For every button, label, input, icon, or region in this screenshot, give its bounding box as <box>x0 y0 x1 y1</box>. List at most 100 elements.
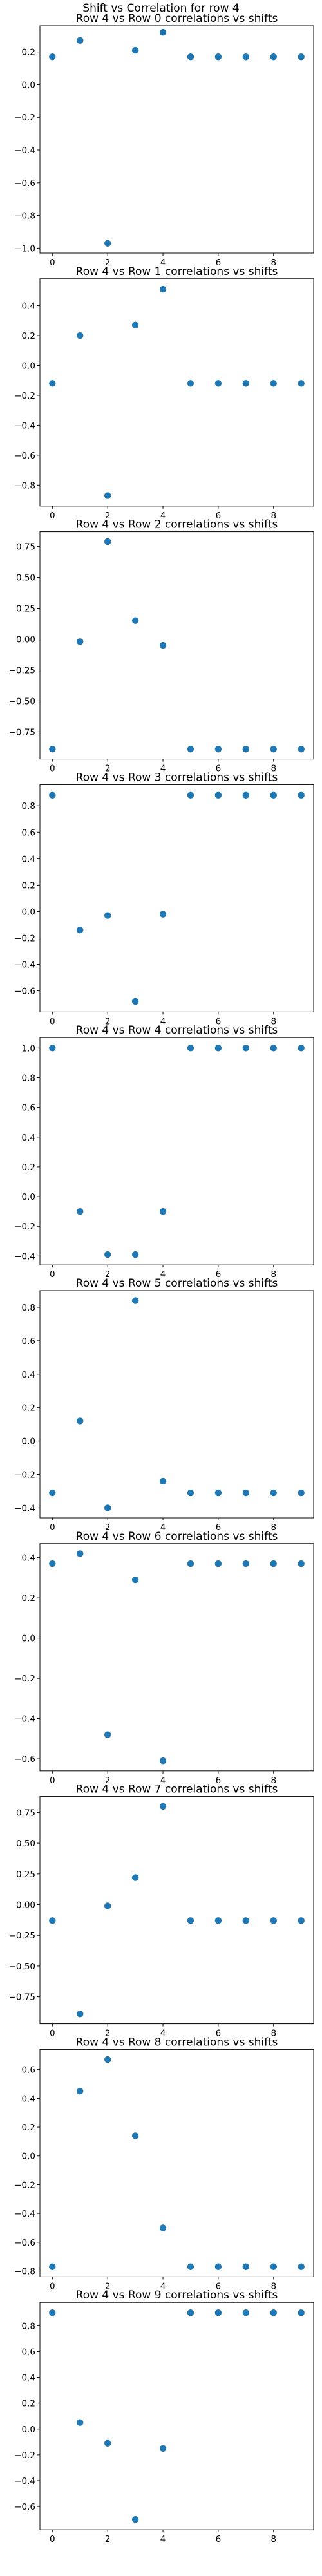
axes-frame <box>39 25 314 254</box>
data-point <box>131 321 139 328</box>
data-point <box>298 53 305 61</box>
x-tick-label: 0 <box>50 258 55 268</box>
y-tick-label: 0.6 <box>22 2065 35 2076</box>
axes-frame <box>39 784 314 1012</box>
subplot-1: Row 4 vs Row 1 correlations vs shifts 0 2 4… <box>14 265 314 521</box>
figure-title: Shift vs Correlation for row 4 <box>82 2 239 15</box>
data-point <box>131 1874 139 1881</box>
data-point <box>270 746 277 753</box>
x-tick-label: 4 <box>160 764 166 774</box>
data-point <box>104 1902 111 1909</box>
axes-frame <box>39 1037 314 1265</box>
data-point <box>214 1489 222 1497</box>
axes-frame <box>39 531 314 760</box>
x-tick-label: 4 <box>160 1776 166 1786</box>
y-tick-label: 0.0 <box>22 361 35 371</box>
data-point <box>77 2419 84 2426</box>
y-tick-label: 0.4 <box>22 1133 35 1143</box>
data-point <box>270 1560 277 1567</box>
x-tick-label: 2 <box>105 2534 111 2544</box>
data-point <box>159 1477 167 1485</box>
y-tick-label: −0.8 <box>14 211 35 222</box>
data-point <box>104 2439 111 2447</box>
y-tick-label: 0.25 <box>16 604 35 614</box>
x-tick-label: 0 <box>50 1776 55 1786</box>
y-tick-label: −0.50 <box>9 1962 35 1972</box>
data-point <box>214 746 222 753</box>
y-tick-label: 0.0 <box>22 2425 35 2435</box>
data-point <box>131 1576 139 1584</box>
data-point <box>77 638 84 645</box>
subplot-6: Row 4 vs Row 6 correlations vs shifts 0 2 4… <box>14 1530 314 1786</box>
data-point <box>270 1917 277 1924</box>
data-point <box>159 2445 167 2452</box>
data-point <box>270 1045 277 1052</box>
data-point <box>49 1917 56 1924</box>
x-tick-label: 8 <box>270 764 276 774</box>
data-point <box>298 746 305 753</box>
x-tick-label: 8 <box>270 1016 276 1027</box>
y-tick-label: 0.6 <box>22 1103 35 1113</box>
y-tick-label: −0.8 <box>14 480 35 491</box>
subplot-3: Row 4 vs Row 3 correlations vs shifts 0 2 4… <box>14 771 314 1027</box>
y-tick-label: −0.4 <box>14 2209 35 2219</box>
x-tick-label: 4 <box>160 1016 166 1027</box>
subplot-title: Row 4 vs Row 1 correlations vs shifts <box>76 265 278 278</box>
y-tick-label: −0.2 <box>14 1222 35 1232</box>
x-tick-label: 2 <box>105 1016 111 1027</box>
data-point <box>104 492 111 499</box>
y-tick-label: 0.2 <box>22 1162 35 1173</box>
x-tick-label: 6 <box>216 1016 222 1027</box>
data-point <box>298 1917 305 1924</box>
y-tick-label: 0.2 <box>22 48 35 58</box>
x-tick-label: 6 <box>216 258 222 268</box>
subplot-2: Row 4 vs Row 2 correlations vs shifts 0 2 4… <box>9 518 314 774</box>
data-point <box>214 1045 222 1052</box>
y-tick-label: −0.8 <box>14 2266 35 2277</box>
x-tick-label: 8 <box>270 1776 276 1786</box>
data-point <box>77 926 84 934</box>
subplot-4: Row 4 vs Row 4 correlations vs shifts 0 2 4… <box>14 1024 314 1280</box>
x-tick-label: 0 <box>50 2029 55 2039</box>
y-tick-label: 0.2 <box>22 331 35 341</box>
data-point <box>77 1417 84 1425</box>
y-tick-label: 0.2 <box>22 880 35 891</box>
y-tick-label: 0.0 <box>22 1192 35 1202</box>
axes-frame <box>39 2049 314 2277</box>
y-tick-label: 0.2 <box>22 1403 35 1414</box>
data-point <box>242 1560 250 1567</box>
data-point <box>214 1560 222 1567</box>
axes-frame <box>39 1796 314 2025</box>
subplot-title: Row 4 vs Row 0 correlations vs shifts <box>76 12 278 25</box>
data-point <box>242 1045 250 1052</box>
data-point <box>49 1489 56 1497</box>
data-point <box>131 46 139 54</box>
data-point <box>214 2309 222 2316</box>
y-tick-label: −0.6 <box>14 451 35 461</box>
y-tick-label: 0.8 <box>22 801 35 811</box>
y-tick-label: −0.25 <box>9 665 35 676</box>
data-point <box>298 1489 305 1497</box>
y-tick-label: 0.2 <box>22 2123 35 2133</box>
subplot-title: Row 4 vs Row 3 correlations vs shifts <box>76 771 278 784</box>
y-tick-label: −1.0 <box>14 243 35 254</box>
x-tick-label: 4 <box>160 1522 166 1533</box>
x-tick-label: 6 <box>216 2281 222 2291</box>
data-point <box>49 1045 56 1052</box>
x-tick-label: 0 <box>50 1269 55 1280</box>
data-point <box>49 791 56 799</box>
y-tick-label: 0.75 <box>16 542 35 553</box>
data-point <box>298 1045 305 1052</box>
x-tick-label: 6 <box>216 1269 222 1280</box>
y-tick-label: 0.4 <box>22 1553 35 1564</box>
x-tick-label: 2 <box>105 764 111 774</box>
data-point <box>270 791 277 799</box>
subplot-title: Row 4 vs Row 9 correlations vs shifts <box>76 2289 278 2302</box>
data-point <box>187 2309 194 2316</box>
y-tick-label: 0.2 <box>22 2399 35 2409</box>
data-point <box>242 2263 250 2270</box>
data-point <box>49 53 56 61</box>
x-tick-label: 4 <box>160 258 166 268</box>
y-tick-label: −0.4 <box>14 146 35 156</box>
y-tick-label: 0.0 <box>22 2152 35 2162</box>
